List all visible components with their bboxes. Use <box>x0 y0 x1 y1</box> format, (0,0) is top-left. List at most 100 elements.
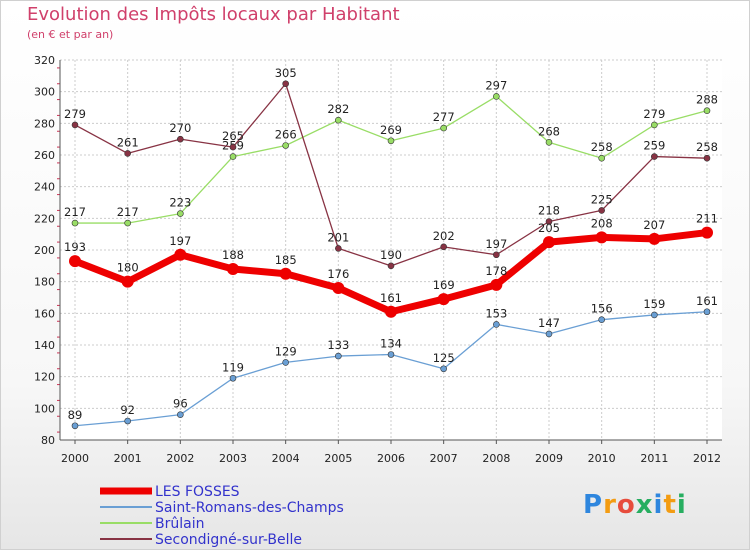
y-tick-label: 80 <box>41 434 55 447</box>
logo-letter: o <box>616 490 636 520</box>
x-tick-label: 2004 <box>272 452 300 465</box>
x-tick-label: 2002 <box>166 452 194 465</box>
data-label: 193 <box>64 240 86 254</box>
data-label: 197 <box>169 234 191 248</box>
x-tick-label: 2003 <box>219 452 247 465</box>
data-label: 288 <box>696 93 718 107</box>
data-point <box>493 93 500 100</box>
legend-label: LES FOSSES <box>155 484 240 500</box>
x-tick-label: 2007 <box>430 452 458 465</box>
data-label: 159 <box>643 297 665 311</box>
data-label: 270 <box>169 121 191 135</box>
proxiti-logo: Proxiti <box>583 490 687 520</box>
data-label: 282 <box>327 102 349 116</box>
data-point <box>279 267 292 280</box>
data-point <box>440 243 447 251</box>
data-point <box>227 263 239 275</box>
data-point <box>387 137 395 145</box>
data-point <box>598 207 605 214</box>
data-point <box>598 154 605 162</box>
y-tick-label: 100 <box>34 402 55 415</box>
x-tick-label: 2008 <box>482 452 510 465</box>
logo-letter: P <box>583 490 604 520</box>
data-label: 190 <box>380 248 402 262</box>
data-point <box>545 139 553 146</box>
data-point <box>545 218 553 225</box>
y-tick-label: 120 <box>34 371 55 384</box>
x-tick-label: 2010 <box>588 452 616 465</box>
data-point <box>124 150 131 157</box>
data-label: 197 <box>485 237 507 251</box>
data-point <box>124 219 131 227</box>
data-point <box>651 153 658 160</box>
data-label: 133 <box>327 338 349 352</box>
data-point <box>595 231 608 244</box>
chart-title: Evolution des Impôts locaux par Habitant <box>27 4 400 25</box>
data-label: 259 <box>643 139 665 153</box>
y-tick-label: 320 <box>34 54 55 67</box>
logo-letter: t <box>663 490 677 520</box>
data-label: 119 <box>222 360 244 374</box>
data-point <box>387 262 395 270</box>
data-label: 261 <box>117 135 139 149</box>
data-label: 169 <box>433 278 455 292</box>
data-point <box>177 210 184 217</box>
legend-label: Secondigné-sur-Belle <box>155 532 302 548</box>
data-label: 201 <box>327 230 349 244</box>
data-label: 178 <box>485 264 507 278</box>
data-point <box>703 107 711 114</box>
data-point <box>437 293 450 306</box>
data-point <box>335 352 342 360</box>
data-point <box>332 282 345 294</box>
data-label: 305 <box>275 66 297 80</box>
data-label: 258 <box>696 140 718 154</box>
data-label: 266 <box>275 128 297 142</box>
y-tick-label: 300 <box>34 86 55 99</box>
x-tick-label: 2000 <box>61 452 89 465</box>
y-tick-label: 180 <box>34 276 55 289</box>
data-label: 217 <box>117 205 139 219</box>
data-label: 279 <box>643 107 665 121</box>
data-point <box>71 422 79 430</box>
data-label: 147 <box>538 316 560 330</box>
y-tick-label: 260 <box>34 149 55 162</box>
x-tick-label: 2011 <box>640 452 668 465</box>
data-label: 176 <box>327 267 349 281</box>
data-point <box>69 255 81 268</box>
data-point <box>543 236 555 249</box>
data-point <box>387 351 395 358</box>
data-point <box>545 330 553 338</box>
logo-letter: i <box>676 490 687 520</box>
data-point <box>229 153 237 160</box>
data-label: 218 <box>538 204 560 218</box>
data-point <box>385 305 397 318</box>
data-point <box>493 251 500 259</box>
data-label: 297 <box>485 78 507 92</box>
y-tick-label: 140 <box>34 339 55 352</box>
data-label: 202 <box>433 229 455 243</box>
data-point <box>493 321 500 328</box>
data-point <box>229 374 237 382</box>
data-label: 134 <box>380 337 402 351</box>
data-point <box>177 135 184 143</box>
data-label: 217 <box>64 205 86 219</box>
data-label: 225 <box>591 192 613 206</box>
legend-label: Saint-Romans-des-Champs <box>155 500 344 516</box>
data-label: 258 <box>591 140 613 154</box>
data-label: 265 <box>222 129 244 143</box>
data-point <box>490 278 503 291</box>
data-point <box>282 80 289 88</box>
data-label: 153 <box>485 306 507 320</box>
y-tick-label: 160 <box>34 307 55 320</box>
data-point <box>703 154 711 162</box>
data-point <box>335 245 342 252</box>
x-tick-label: 2006 <box>377 452 405 465</box>
data-point <box>177 411 184 418</box>
data-point <box>701 226 713 239</box>
logo-letter: x <box>635 490 654 520</box>
data-label: 185 <box>275 253 297 267</box>
data-label: 188 <box>222 248 244 262</box>
x-tick-label: 2001 <box>114 452 142 465</box>
data-label: 125 <box>433 351 455 365</box>
data-point <box>440 365 447 373</box>
